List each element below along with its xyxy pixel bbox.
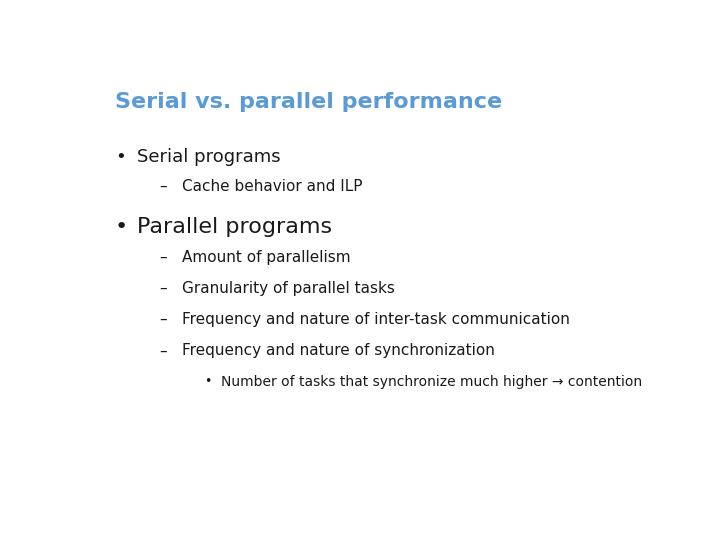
Text: Serial vs. parallel performance: Serial vs. parallel performance [115, 92, 503, 112]
Text: Serial programs: Serial programs [138, 148, 281, 166]
Text: Frequency and nature of inter-task communication: Frequency and nature of inter-task commu… [182, 312, 570, 327]
Text: •: • [115, 148, 126, 166]
Text: Cache behavior and ILP: Cache behavior and ILP [182, 179, 363, 194]
Text: Parallel programs: Parallel programs [138, 217, 333, 237]
Text: Number of tasks that synchronize much higher → contention: Number of tasks that synchronize much hi… [221, 375, 642, 389]
Text: Granularity of parallel tasks: Granularity of parallel tasks [182, 281, 395, 296]
Text: •: • [204, 375, 212, 388]
Text: –: – [160, 179, 167, 194]
Text: •: • [115, 217, 128, 237]
Text: Frequency and nature of synchronization: Frequency and nature of synchronization [182, 343, 495, 359]
Text: –: – [160, 250, 167, 265]
Text: –: – [160, 281, 167, 296]
Text: –: – [160, 343, 167, 359]
Text: Amount of parallelism: Amount of parallelism [182, 250, 351, 265]
Text: –: – [160, 312, 167, 327]
